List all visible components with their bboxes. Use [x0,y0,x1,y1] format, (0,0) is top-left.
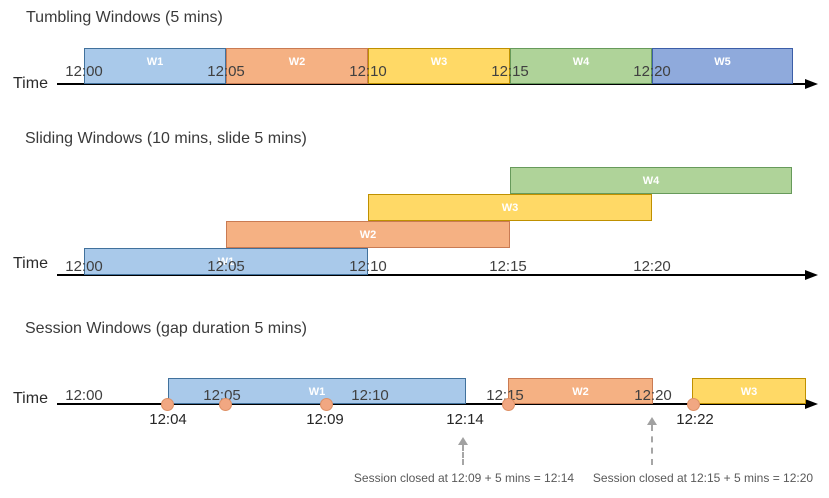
window-bar: W3 [692,378,806,404]
time-tick-label: 12:15 [486,387,524,404]
window-bar: W3 [368,194,652,221]
callout-dashed-line [462,445,464,465]
event-dot [161,398,174,411]
window-label: W3 [740,386,758,398]
time-tick-label: 12:05 [207,258,245,275]
time-tick-label: 12:05 [207,63,245,80]
session-windows-title: Session Windows (gap duration 5 mins) [25,320,307,337]
timeline-axis [57,274,806,276]
window-bar: W1 [84,248,368,275]
window-bar: W1 [168,378,466,404]
window-bar: W2 [226,221,510,248]
window-label: W2 [359,229,377,241]
window-label: W3 [501,202,519,214]
time-tick-label: 12:15 [491,63,529,80]
event-dot [320,398,333,411]
timeline-axis [57,83,806,85]
time-tick-label: 12:10 [349,63,387,80]
window-bar: W4 [510,167,792,194]
time-tick-label: 12:00 [65,63,103,80]
time-tick-label: 12:00 [65,258,103,275]
event-dot [687,398,700,411]
sliding-windows-title: Sliding Windows (10 mins, slide 5 mins) [25,130,307,147]
timeline-arrowhead-icon [805,399,818,409]
callout-up-arrow-icon [458,437,468,445]
callout-up-arrow-icon [647,417,657,425]
time-tick-label: 12:10 [351,387,389,404]
window-bar: W1 [84,48,226,84]
time-tick-label: 12:00 [65,387,103,404]
callout-dashed-line [651,425,653,465]
window-bar: W4 [510,48,652,84]
window-label: W4 [572,56,590,68]
time-tick-label: 12:10 [349,258,387,275]
window-label: W4 [642,175,660,187]
event-time-label: 12:14 [446,411,484,428]
event-time-label: 12:09 [306,411,344,428]
time-axis-label: Time [13,75,48,92]
time-tick-label: 12:05 [203,387,241,404]
event-time-label: 12:04 [149,411,187,428]
callout-text: Session closed at 12:15 + 5 mins = 12:20 [592,471,814,485]
timeline-arrowhead-icon [805,79,818,89]
window-label: W5 [714,56,731,68]
window-label: W1 [146,56,164,68]
time-tick-label: 12:15 [489,258,527,275]
tumbling-windows-title: Tumbling Windows (5 mins) [26,9,223,26]
event-time-label: 12:22 [676,411,714,428]
window-bar: W3 [368,48,510,84]
timeline-axis [57,403,806,405]
time-tick-label: 12:20 [633,258,671,275]
window-bar: W5 [652,48,793,84]
event-dot [502,398,515,411]
window-bar: W2 [508,378,653,404]
window-label: W2 [572,386,589,398]
time-axis-label: Time [13,255,48,272]
time-tick-label: 12:20 [634,387,672,404]
event-dot [219,398,232,411]
window-label: W2 [288,56,306,68]
window-label: W1 [308,386,326,398]
callout-text: Session closed at 12:09 + 5 mins = 12:14 [353,471,575,485]
timeline-arrowhead-icon [805,270,818,280]
window-label: W3 [430,56,448,68]
window-bar: W2 [226,48,368,84]
time-axis-label: Time [13,390,48,407]
window-label: W1 [217,256,235,268]
time-tick-label: 12:20 [633,63,671,80]
